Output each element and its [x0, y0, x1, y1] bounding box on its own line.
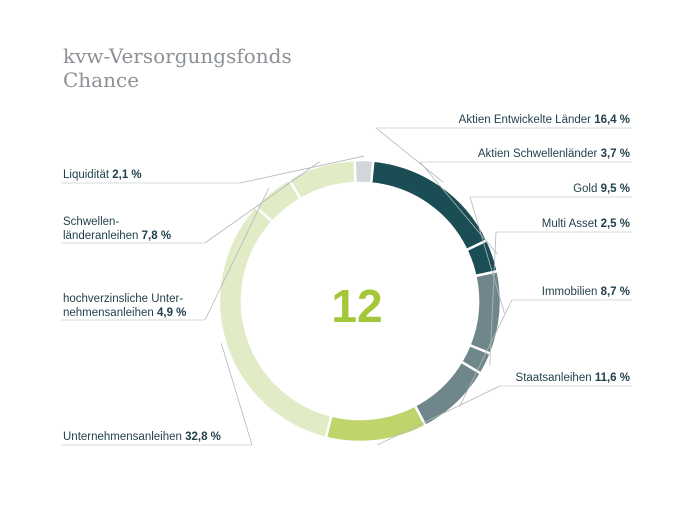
donut-slice: [353, 158, 375, 185]
slice-value: 32,8 %: [185, 431, 221, 443]
leader-line: [377, 385, 501, 446]
slice-label: Immobilien 8,7 %: [542, 286, 630, 298]
slice-value: 11,6 %: [595, 372, 630, 384]
donut-slice: [413, 359, 483, 428]
slice-value: 2,5 %: [601, 218, 630, 230]
leader-line: [419, 161, 498, 255]
leader-lines: [61, 127, 632, 446]
slice-label: Schwellen-länderanleihen 7,8 %: [63, 216, 171, 242]
leader-line: [459, 299, 513, 407]
slice-value: 2,1 %: [112, 169, 141, 181]
leader-line: [239, 155, 365, 184]
slice-labels: Aktien Entwickelte Länder 16,4 % Aktien S…: [63, 114, 630, 443]
leader-line: [469, 196, 505, 314]
slice-label: Unternehmensanleihen 32,8 %: [63, 431, 221, 443]
donut-center-label: 12: [331, 280, 382, 332]
slice-label: Aktien Schwellenländer 3,7 %: [478, 148, 630, 160]
slice-value: 3,7 %: [601, 148, 630, 160]
leader-line: [204, 161, 320, 244]
donut-slice: [217, 204, 333, 440]
slice-label: Aktien Entwickelte Länder 16,4 %: [459, 114, 630, 126]
chart-title-line-2: Chance: [63, 68, 140, 92]
slice-label: Gold 9,5 %: [573, 183, 630, 195]
chart-title-line-1: kvw-Versorgungsfonds: [63, 44, 292, 68]
slice-label: hochverzinsliche Unter-nehmensanleihen 4…: [63, 293, 186, 319]
donut-slice: [467, 269, 503, 356]
donut-slice: [369, 159, 489, 252]
leader-line: [220, 343, 253, 446]
slice-value: 8,7 %: [601, 286, 630, 298]
slice-label: Liquidität 2,1 %: [63, 169, 142, 181]
leader-line: [204, 188, 269, 321]
leader-line: [375, 127, 444, 183]
slice-value: 7,8 %: [142, 230, 171, 242]
chart-title: kvw-Versorgungsfonds Chance: [63, 44, 292, 92]
slice-label: Staatsanleihen 11,6 %: [516, 372, 630, 384]
slice-label: Multi Asset 2,5 %: [542, 218, 630, 230]
donut-slice: [324, 403, 428, 444]
slice-value: 4,9 %: [157, 307, 186, 319]
slice-value: 16,4 %: [594, 114, 630, 126]
slice-value: 9,5 %: [601, 183, 630, 195]
donut-slice: [287, 158, 357, 201]
